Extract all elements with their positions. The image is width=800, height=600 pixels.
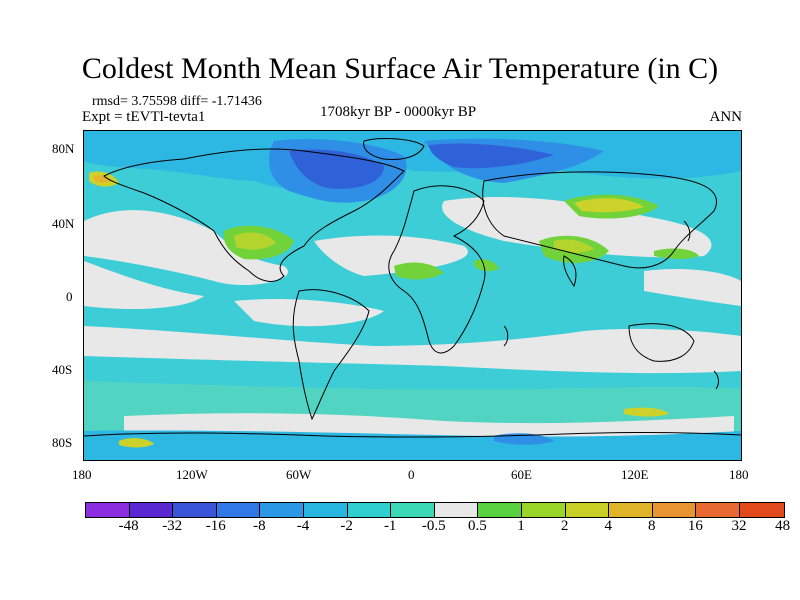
warm-alaska-core xyxy=(94,175,111,183)
colorbar-segment xyxy=(565,503,610,517)
stats-text: rmsd= 3.75598 diff= -1.71436 xyxy=(92,94,262,109)
colorbar-tick-label: -0.5 xyxy=(421,518,446,534)
lat-tick-40n: 40N xyxy=(52,216,75,231)
colorbar-tick-label: -4 xyxy=(296,518,310,534)
season-label: ANN xyxy=(709,109,743,125)
colorbar-segment xyxy=(129,503,174,517)
map-canvas xyxy=(84,131,741,460)
warm-tibet-core xyxy=(554,239,594,253)
lat-tick-80s: 80S xyxy=(52,435,73,450)
field-neutral-tropics xyxy=(84,261,204,309)
colorbar-segment xyxy=(696,503,740,517)
colorbar-tick-label: -2 xyxy=(340,518,353,534)
colorbar-tick-label: -8 xyxy=(253,518,266,534)
coast-south-america xyxy=(292,289,370,421)
coast-asia xyxy=(482,171,717,269)
colorbar-tick-label: 16 xyxy=(687,518,703,534)
warm-antarctic-east xyxy=(624,407,669,417)
colorbar-tick-label: 8 xyxy=(648,518,656,534)
coastlines xyxy=(84,138,741,438)
lat-tick-80n: 80N xyxy=(52,141,75,156)
colorbar-segment xyxy=(521,503,566,517)
coast-europe-africa xyxy=(388,185,486,354)
colorbar xyxy=(85,502,785,518)
lon-tick-180w: 180 xyxy=(72,467,92,482)
colorbar-segment xyxy=(173,503,217,517)
field-neutral-nh xyxy=(84,210,288,286)
lon-tick-120w: 120W xyxy=(176,467,208,482)
colorbar-tick-label: -48 xyxy=(118,518,139,534)
field-antarctic-cyan xyxy=(84,430,741,460)
lon-tick-60e: 60E xyxy=(511,467,532,482)
coast-north-america xyxy=(103,148,405,282)
lat-tick-40s: 40S xyxy=(52,362,73,377)
coast-australia xyxy=(628,323,695,362)
field-neutral-asia xyxy=(442,196,712,258)
temperature-map xyxy=(83,130,742,461)
colorbar-segment xyxy=(478,503,522,517)
coast-india xyxy=(563,255,577,288)
coast-new-zealand xyxy=(713,370,719,390)
warm-central-asia-core xyxy=(574,198,644,213)
warm-pacific xyxy=(654,248,699,260)
period-label: 1708kyr BP - 0000kyr BP xyxy=(320,104,477,120)
coast-greenland xyxy=(363,138,425,160)
colorbar-segment xyxy=(434,503,479,517)
coast-japan xyxy=(683,220,691,242)
experiment-label: Expt = tEVTl-tevta1 xyxy=(82,109,206,125)
colorbar-tick-label: -1 xyxy=(383,518,397,534)
coast-madagascar xyxy=(503,325,509,347)
colorbar-segment xyxy=(609,503,653,517)
colorbar-segment xyxy=(260,503,304,517)
colorbar-segment xyxy=(216,503,261,517)
colorbar-tick-label: 48 xyxy=(775,518,791,534)
colorbar-segment xyxy=(739,503,784,517)
warm-antarctic-west xyxy=(119,438,154,448)
warm-north-america-core xyxy=(234,232,276,250)
colorbar-tick-label: 4 xyxy=(604,518,612,534)
lon-tick-120e: 120E xyxy=(621,467,649,482)
map-title: Coldest Month Mean Surface Air Temperatu… xyxy=(81,52,719,85)
colorbar-tick-label: 2 xyxy=(560,518,569,534)
colorbar-segment xyxy=(86,503,130,517)
lon-tick-180e: 180 xyxy=(729,467,749,482)
warm-sahara xyxy=(394,262,444,280)
colorbar-segment xyxy=(303,503,348,517)
colorbar-tick-label: 0.5 xyxy=(468,518,487,534)
field-neutral-sh xyxy=(84,326,741,374)
warm-arabia xyxy=(474,259,499,272)
field-neutral-south-atlantic xyxy=(234,299,384,327)
colorbar-segment xyxy=(391,503,435,517)
colorbar-tick-label: 1 xyxy=(517,518,525,534)
lon-tick-0: 0 xyxy=(408,467,415,482)
coast-antarctica xyxy=(84,431,741,438)
colorbar-segment xyxy=(652,503,697,517)
field-siberia-colder xyxy=(429,143,554,169)
colorbar-tick-label: 32 xyxy=(731,518,747,534)
colorbar-tick-label: -32 xyxy=(162,518,183,534)
lat-tick-0: 0 xyxy=(66,289,73,304)
colorbar-tick-label: -16 xyxy=(205,518,226,534)
lon-tick-60w: 60W xyxy=(286,467,312,482)
field-neutral-pacific xyxy=(644,269,741,306)
colorbar-segment xyxy=(347,503,392,517)
